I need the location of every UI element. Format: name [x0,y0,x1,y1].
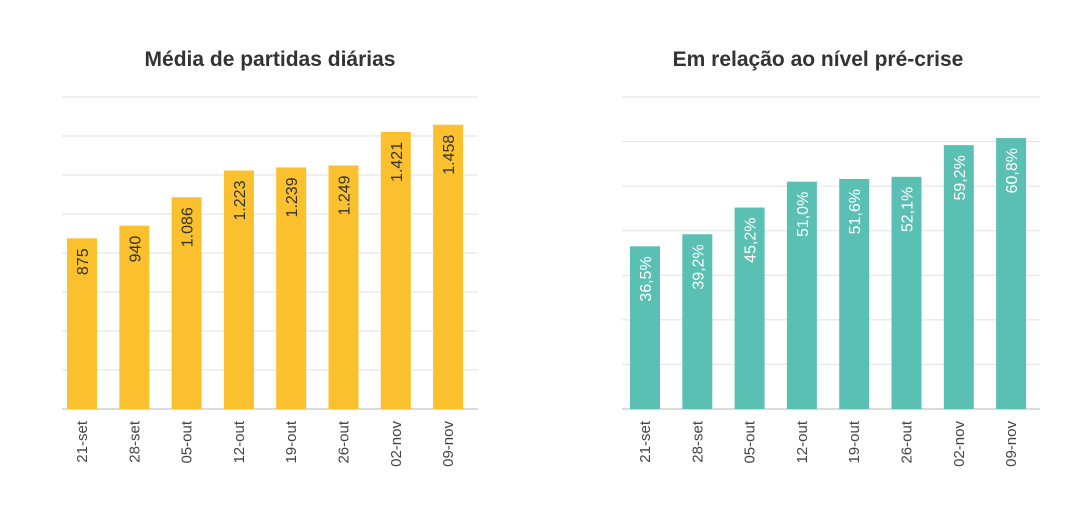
bar [67,238,97,409]
x-tick-label: 21-set [637,420,654,463]
bar [891,176,922,409]
data-label: 51,0% [795,192,812,237]
x-tick-label: 02-nov [951,421,968,467]
data-label: 875 [75,248,92,275]
x-tick-label: 12-out [794,420,811,463]
data-label: 52,1% [900,187,917,232]
data-label: 1.421 [389,142,406,182]
chart-title: Em relação ao nível pré-crise [672,48,964,71]
chart-title: Média de partidas diárias [144,48,396,71]
bar-chart-daily-departures: 875 21-set 940 28-set 1.086 05-out 1.223 12-out… [62,96,478,467]
bar [943,145,974,409]
bar [223,170,254,409]
data-label: 1.086 [180,207,197,247]
bar [996,138,1027,409]
data-label: 51,6% [847,189,864,234]
bar [380,131,411,409]
bar [682,234,713,409]
x-tick-label: 09-nov [440,421,457,467]
x-tick-label: 02-nov [388,421,405,467]
x-tick-label: 26-out [336,420,353,463]
bar [630,246,660,409]
data-label: 940 [127,236,144,263]
x-tick-label: 28-set [126,420,143,463]
bar [328,165,359,409]
data-label: 1.223 [232,180,249,220]
x-tick-label: 19-out [846,420,863,463]
data-label: 1.458 [441,135,458,175]
bar-chart-precrise-ratio: 36,5% 21-set 39,2% 28-set 45,2% 05-out 51,0% 12… [622,96,1040,467]
x-tick-label: 28-set [689,420,706,463]
data-label: 59,2% [952,155,969,200]
data-label: 60,8% [1004,148,1021,193]
x-tick-label: 05-out [179,420,196,463]
bar [119,225,150,409]
bar [276,167,307,409]
x-tick-label: 09-nov [1003,421,1020,467]
data-label: 1.249 [337,175,354,215]
x-tick-label: 26-out [899,420,916,463]
bar [839,179,870,409]
data-label: 36,5% [638,256,655,301]
data-label: 45,2% [743,218,760,263]
x-tick-label: 12-out [231,420,248,463]
x-tick-label: 19-out [283,420,300,463]
x-tick-label: 05-out [742,420,759,463]
bar [171,197,202,409]
bar [433,124,464,409]
data-label: 1.239 [284,177,301,217]
x-tick-label: 21-set [74,420,91,463]
data-label: 39,2% [690,244,707,289]
chart-panel-precrise-ratio: Em relação ao nível pré-crise 36,5% 21-se… [538,0,1076,514]
bar [786,181,817,409]
bar [734,207,765,409]
chart-panel-daily-departures: Média de partidas diárias 875 21-set 940 28… [62,48,478,467]
